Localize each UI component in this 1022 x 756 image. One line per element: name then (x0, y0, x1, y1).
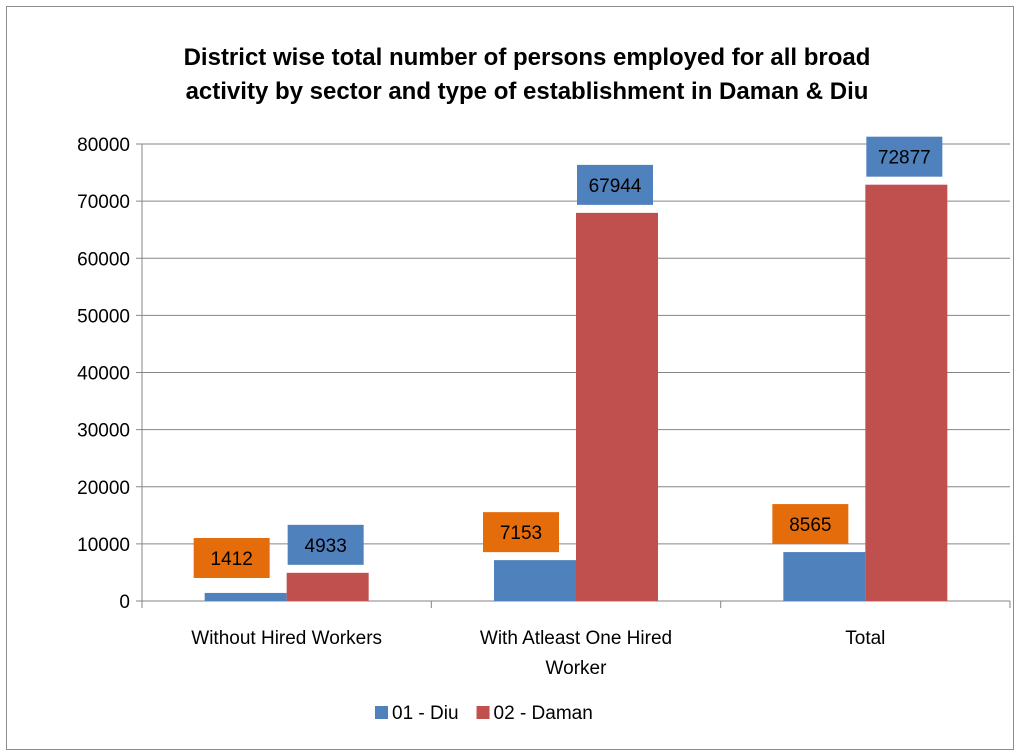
data-label-value: 1412 (211, 549, 253, 570)
y-tick-label: 60000 (77, 249, 130, 270)
x-category-label: Total (845, 628, 885, 649)
chart-title-line: District wise total number of persons em… (184, 44, 871, 71)
data-label-value: 7153 (500, 523, 542, 544)
bar-daman (865, 184, 948, 602)
legend-swatch (375, 706, 388, 719)
legend-item: 01 - Diu (375, 703, 459, 724)
data-label-value: 4933 (305, 536, 347, 557)
x-category-label: With Atleast One Hired (480, 628, 672, 649)
legend-item: 02 - Daman (476, 703, 593, 724)
data-label-box (772, 504, 849, 545)
y-tick-label: 10000 (77, 535, 130, 556)
data-label-box (193, 538, 270, 578)
y-tick-label: 40000 (77, 364, 130, 385)
data-label: 1412 (193, 538, 270, 578)
data-label-box (287, 524, 364, 565)
data-label-value: 67944 (589, 176, 642, 197)
legend-label: 01 - Diu (392, 703, 459, 724)
x-category-label: Worker (546, 658, 608, 679)
data-label-box (577, 164, 653, 205)
bar-diu (494, 560, 576, 601)
data-label: 67944 (577, 164, 653, 205)
data-label: 72877 (866, 136, 943, 177)
y-tick-label: 20000 (77, 478, 130, 499)
x-category-label: Without Hired Workers (191, 628, 382, 649)
y-tick-label: 80000 (77, 135, 130, 156)
y-tick-label: 50000 (77, 306, 130, 327)
data-label: 8565 (772, 504, 849, 545)
bar-daman (576, 212, 658, 601)
data-label-box (483, 512, 559, 553)
bars (204, 184, 948, 602)
data-label: 7153 (483, 512, 559, 553)
bar-chart: District wise total number of persons em… (77, 44, 1011, 724)
legend-swatch (476, 706, 490, 719)
data-label: 4933 (287, 524, 364, 565)
data-label-value: 8565 (789, 515, 831, 536)
axes: 0 10000 20000 30000 40000 50000 60000 70000 8000… (77, 135, 1011, 679)
data-label-value: 72877 (878, 148, 931, 169)
y-tick-label: 0 (119, 592, 130, 613)
y-tick-label: 70000 (77, 192, 130, 213)
chart-title: District wise total number of persons em… (184, 44, 871, 105)
bar-daman (286, 572, 369, 601)
y-tick-label: 30000 (77, 421, 130, 442)
legend-label: 02 - Daman (494, 703, 593, 724)
chart-frame: District wise total number of persons em… (6, 6, 1014, 750)
data-labels: 1412 7153 8565 4933 67944 72877 (193, 136, 943, 578)
legend: 01 - Diu 02 - Daman (375, 703, 593, 724)
bar-diu (204, 592, 287, 601)
data-label-box (866, 136, 943, 177)
chart-title-line: activity by sector and type of establish… (186, 78, 869, 105)
bar-diu (783, 552, 866, 601)
